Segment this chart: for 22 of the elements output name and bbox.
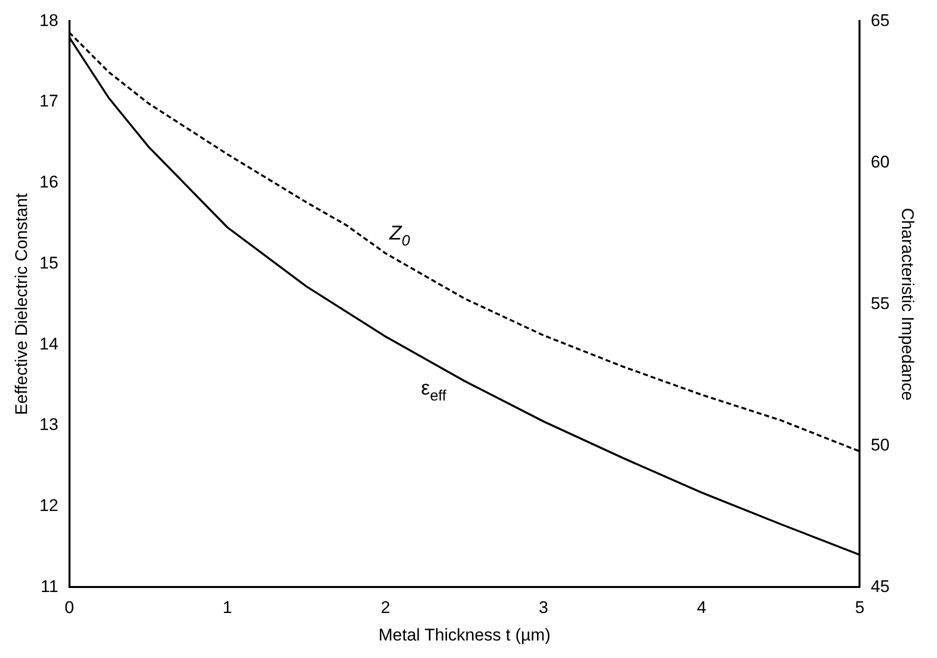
y-tick-label: 16: [39, 172, 58, 192]
y-tick-label: 17: [39, 92, 58, 111]
y-tick-label: 11: [40, 576, 58, 596]
y2-tick-label: 55: [870, 294, 890, 313]
x-tick-label: 1: [222, 598, 232, 618]
y-axis-title: Eeffective Dielectric Constant: [12, 193, 31, 416]
x-tick-label: 2: [380, 598, 390, 618]
x-axis-title: Metal Thickness t (µm): [378, 625, 550, 644]
y-tick-label: 15: [39, 253, 58, 272]
x-tick-label: 5: [854, 598, 864, 618]
y-tick-label: 14: [39, 334, 58, 354]
x-tick-label: 3: [538, 598, 548, 618]
y-tick-label: 12: [39, 496, 58, 516]
y2-tick-label: 50: [870, 435, 890, 454]
y2-tick-label: 45: [870, 576, 890, 596]
x-tick-label: 4: [696, 598, 706, 618]
y-tick-label: 18: [39, 10, 58, 30]
y2-tick-label: 60: [870, 152, 890, 172]
y2-axis-title: Characteristic Impedance: [898, 208, 918, 401]
y2-tick-label: 65: [870, 10, 890, 30]
x-tick-label: 0: [64, 598, 74, 618]
y-tick-label: 13: [39, 415, 58, 434]
